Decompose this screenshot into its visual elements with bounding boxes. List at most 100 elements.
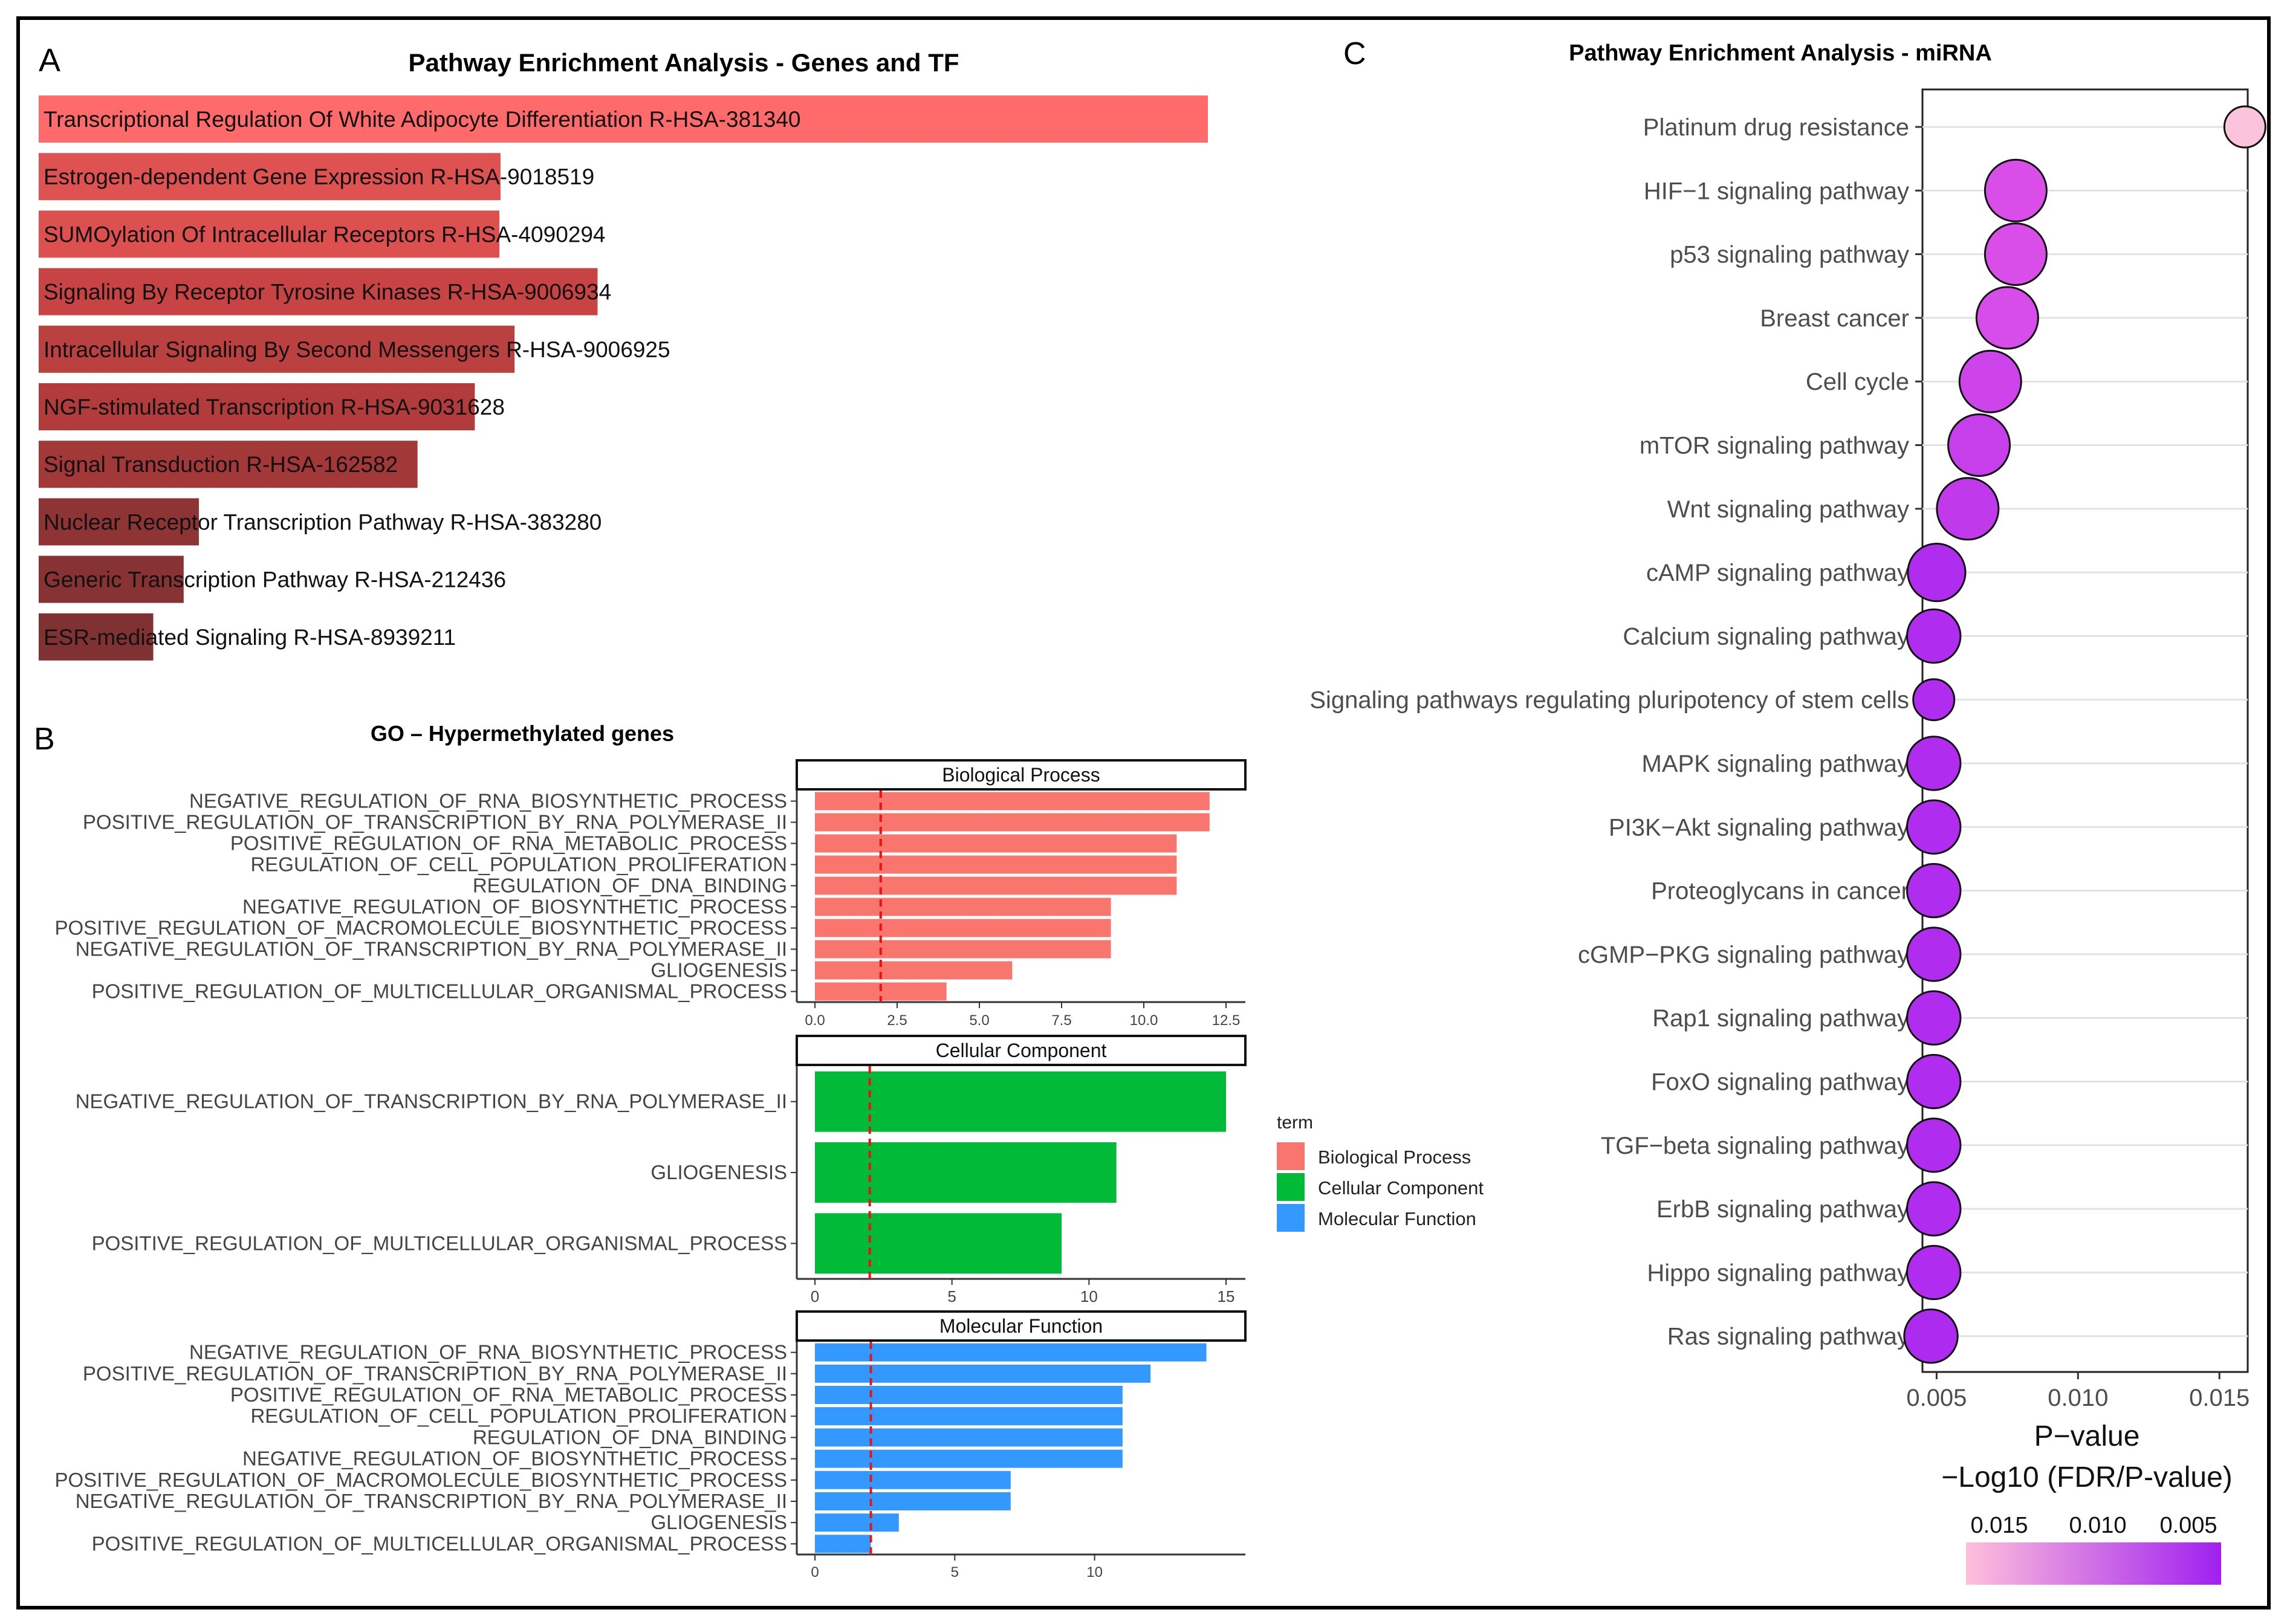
dotplot-category-label: HIF−1 signaling pathway (1644, 178, 1909, 204)
panel-b: B GO – Hypermethylated genes Biological … (34, 721, 1484, 1580)
facet-x-tick-label: 10 (1086, 1564, 1103, 1580)
panel-a-bar-label: Estrogen-dependent Gene Expression R-HSA… (44, 164, 594, 189)
panel-a-bar (39, 268, 598, 315)
panel-a-title: Pathway Enrichment Analysis - Genes and … (408, 48, 959, 77)
facet-category-label: GLIOGENESIS (650, 1511, 787, 1533)
panel-a-bar-label: Generic Transcription Pathway R-HSA-2124… (44, 568, 506, 592)
facet-category-label: GLIOGENESIS (650, 1161, 787, 1183)
dotplot-point (1984, 158, 2048, 222)
panel-a-bars: Transcriptional Regulation Of White Adip… (39, 95, 1208, 661)
facet-bar (815, 1428, 1123, 1447)
facet-bar (815, 1492, 1011, 1510)
facet-bar (815, 1407, 1123, 1426)
facet-bar (815, 1449, 1123, 1468)
facet-category-label: REGULATION_OF_DNA_BINDING (473, 1426, 787, 1448)
panel-a-bar (39, 325, 515, 373)
dotplot-category-label: Signaling pathways regulating pluripoten… (1309, 687, 1909, 714)
dotplot-category-label: Ras signaling pathway (1667, 1324, 1909, 1350)
dotplot-category-label: Proteoglycans in cancer (1651, 878, 1909, 905)
panel-b-title: GO – Hypermethylated genes (371, 721, 674, 746)
facet-category-label: REGULATION_OF_CELL_POPULATION_PROLIFERAT… (250, 1405, 787, 1427)
dotplot-category-label: ErbB signaling pathway (1656, 1196, 1909, 1223)
legend-label-molecular-function: Molecular Function (1318, 1208, 1476, 1229)
facet-category-label: POSITIVE_REGULATION_OF_RNA_METABOLIC_PRO… (230, 832, 787, 855)
dotplot-category-label: Wnt signaling pathway (1667, 496, 1909, 523)
facet-category-label: POSITIVE_REGULATION_OF_TRANSCRIPTION_BY_… (83, 1362, 787, 1385)
panel-b-facets: Biological Process NEGATIVE_REGULATION_OF… (55, 759, 1247, 1580)
panel-c-title: Pathway Enrichment Analysis - miRNA (1569, 40, 1992, 66)
dotplot-point (1912, 678, 1956, 722)
dotplot-x-tick-label: 0.005 (1906, 1385, 1967, 1411)
color-legend-title: −Log10 (FDR/P-value) (1941, 1461, 2233, 1493)
facet-x-tick-label: 0.0 (805, 1012, 825, 1029)
color-legend-tick-1: 0.010 (2069, 1513, 2126, 1538)
panel-a-bar-label: Transcriptional Regulation Of White Adip… (44, 107, 800, 132)
facet-x-tick-label: 7.5 (1051, 1012, 1071, 1029)
dotplot-category-label: mTOR signaling pathway (1640, 433, 1909, 459)
dotplot-point (1906, 990, 1962, 1046)
dotplot-category-label: MAPK signaling pathway (1642, 751, 1909, 777)
facet-category-label: NEGATIVE_REGULATION_OF_TRANSCRIPTION_BY_… (76, 938, 787, 960)
facet-category-label: POSITIVE_REGULATION_OF_TRANSCRIPTION_BY_… (83, 811, 787, 833)
facet-x-tick-label: 0 (811, 1564, 819, 1580)
facet-x-tick-label: 0 (811, 1287, 819, 1305)
panel-a-bar (39, 555, 184, 603)
facet-category-label: GLIOGENESIS (650, 959, 787, 982)
facet-strip-molecular-function (796, 1310, 1247, 1342)
dotplot-point (1907, 543, 1967, 603)
facet-bar (815, 919, 1111, 937)
panel-c-dotplot: Platinum drug resistance HIF−1 signaling … (1309, 88, 2266, 1411)
legend-label-biological-process: Biological Process (1318, 1147, 1471, 1168)
panel-a-bar-label: Signaling By Receptor Tyrosine Kinases R… (44, 280, 611, 305)
color-legend-tick-0: 0.015 (1970, 1513, 2028, 1538)
dotplot-panel-border (1921, 88, 2249, 1373)
facet-bar (815, 813, 1210, 832)
legend-swatch-biological-process (1277, 1142, 1305, 1170)
figure-frame (16, 16, 2271, 1609)
dotplot-category-label: FoxO signaling pathway (1651, 1069, 1909, 1096)
facet-bar (815, 961, 1013, 980)
dotplot-point (1936, 477, 2000, 541)
panel-a-bar (39, 613, 154, 661)
dotplot-x-tick-label: 0.015 (2189, 1385, 2250, 1411)
dotplot-category-label: cGMP−PKG signaling pathway (1578, 942, 1909, 968)
dotplot-point (1906, 799, 1962, 855)
facet-category-label: REGULATION_OF_CELL_POPULATION_PROLIFERAT… (250, 853, 787, 876)
legend-title: term (1277, 1113, 1313, 1133)
facet-category-label: REGULATION_OF_DNA_BINDING (473, 875, 787, 897)
dotplot-point (1906, 1244, 1962, 1301)
dotplot-category-label: Rap1 signaling pathway (1652, 1005, 1909, 1032)
facet-x-tick-label: 5 (951, 1564, 959, 1580)
panel-c: C Pathway Enrichment Analysis - miRNA Pl… (1309, 36, 2266, 1585)
panel-a-bar (39, 153, 501, 201)
panel-a-bar (39, 95, 1208, 143)
dotplot-point (1975, 286, 2039, 350)
facet-bar (815, 1213, 1062, 1274)
dotplot-point (1947, 413, 2011, 477)
dotplot-point (2223, 105, 2266, 149)
facet-category-label: NEGATIVE_REGULATION_OF_RNA_BIOSYNTHETIC_… (189, 1341, 787, 1364)
color-legend-bar (1966, 1542, 2221, 1585)
dotplot-point (1906, 608, 1962, 664)
facet-category-label: POSITIVE_REGULATION_OF_MULTICELLULAR_ORG… (92, 1532, 787, 1554)
facet-category-label: POSITIVE_REGULATION_OF_MACROMOLECULE_BIO… (55, 1469, 788, 1491)
facet-category-label: POSITIVE_REGULATION_OF_MACROMOLECULE_BIO… (55, 917, 788, 939)
facet-strip-label: Cellular Component (936, 1040, 1107, 1061)
panel-a-letter: A (39, 42, 60, 79)
facet-bar (815, 1071, 1226, 1132)
dotplot-point (1906, 862, 1962, 919)
facet-category-label: NEGATIVE_REGULATION_OF_RNA_BIOSYNTHETIC_… (189, 790, 787, 812)
panel-a-bar-label: ESR-mediated Signaling R-HSA-8939211 (44, 625, 456, 650)
facet-strip-biological-process (796, 759, 1247, 791)
panel-a-bar (39, 498, 199, 546)
facet-x-tick-label: 10.0 (1130, 1012, 1158, 1029)
facet-bar (815, 1513, 899, 1532)
legend-label-cellular-component: Cellular Component (1318, 1177, 1484, 1199)
facet-category-label: NEGATIVE_REGULATION_OF_TRANSCRIPTION_BY_… (76, 1490, 787, 1512)
panel-a-bar (39, 441, 418, 488)
dotplot-category-label: PI3K−Akt signaling pathway (1609, 814, 1909, 841)
facet-strip-label: Biological Process (942, 764, 1100, 786)
dotplot-point (1906, 1053, 1962, 1110)
dotplot-category-label: Cell cycle (1806, 369, 1909, 395)
facet-bar (815, 1343, 1207, 1362)
